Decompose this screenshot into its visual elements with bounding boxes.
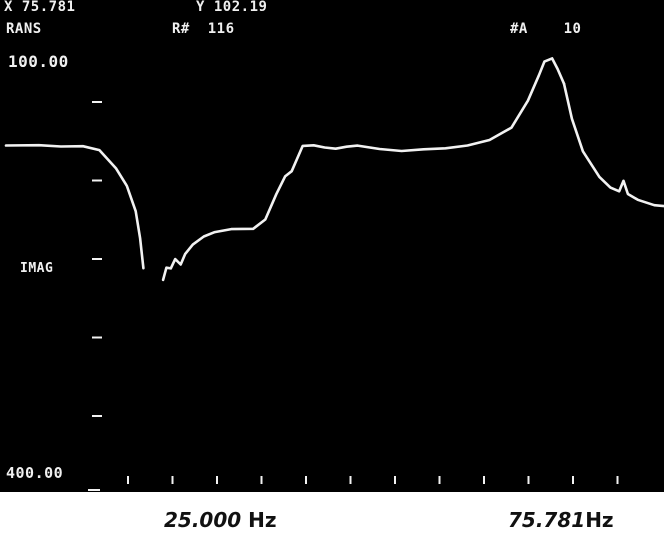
- average-count-label: #A 10: [510, 21, 582, 37]
- frequency-response-trace-segment: [562, 82, 664, 208]
- y-axis-top-label: 100.00: [8, 52, 69, 71]
- frequency-response-plot: [4, 57, 664, 491]
- y-axis-name-label: IMAG: [20, 261, 54, 276]
- cursor-x-readout: X 75.781: [4, 0, 76, 15]
- end-frequency-value: 75.781: [508, 508, 586, 532]
- frequency-response-trace-segment: [161, 57, 566, 282]
- frequency-response-trace-segment: [4, 143, 145, 270]
- measurement-mode-label: RANS: [6, 21, 42, 37]
- record-number-label: R# 116: [172, 21, 235, 37]
- start-frequency-unit: Hz: [248, 508, 277, 532]
- start-frequency-value: 25.000: [164, 508, 242, 532]
- end-frequency-label: 75.781Hz: [508, 510, 614, 530]
- end-frequency-unit: Hz: [585, 508, 614, 532]
- cursor-y-readout: Y 102.19: [196, 0, 268, 15]
- analyzer-screen: X 75.781 Y 102.19 RANS R# 116 #A 10 100.…: [0, 0, 664, 492]
- start-frequency-label: 25.000 Hz: [164, 510, 277, 530]
- y-axis-bottom-label: 400.00: [6, 464, 64, 482]
